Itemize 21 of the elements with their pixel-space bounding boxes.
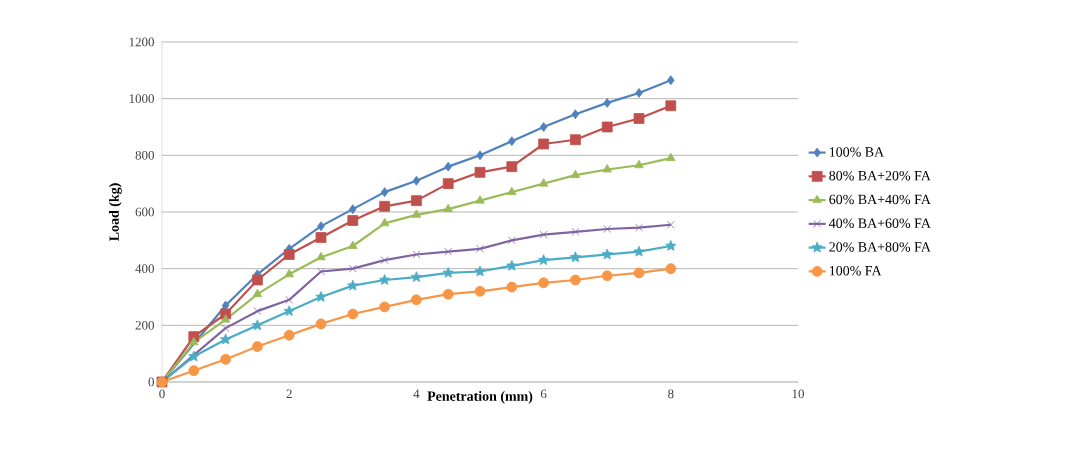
- y-tick-label: 1000: [129, 94, 154, 104]
- y-tick-label: 200: [135, 320, 154, 330]
- legend-label: 100% FA: [829, 265, 882, 276]
- legend-label: 20% BA+80% FA: [829, 242, 931, 252]
- y-axis-title: Load (kg): [108, 183, 122, 242]
- y-tick-label: 0: [148, 377, 154, 387]
- x-tick-label: 2: [286, 389, 292, 399]
- x-tick-label: 4: [413, 389, 420, 399]
- legend-label: 80% BA+20% FA: [829, 170, 931, 181]
- x-tick-label: 6: [540, 389, 547, 399]
- y-tick-label: 400: [135, 264, 154, 274]
- legend-label: 60% BA+40% FA: [829, 194, 931, 205]
- legend-label: 100% BA: [829, 147, 885, 157]
- x-tick-label: 10: [792, 389, 804, 399]
- legend-label: 40% BA+60% FA: [829, 218, 931, 228]
- y-tick-label: 1200: [129, 37, 154, 47]
- x-tick-label: 0: [159, 389, 165, 399]
- x-axis-title: Penetration (mm): [427, 391, 533, 404]
- y-tick-label: 800: [135, 150, 154, 160]
- x-tick-label: 8: [668, 389, 674, 399]
- y-tick-label: 600: [135, 207, 154, 217]
